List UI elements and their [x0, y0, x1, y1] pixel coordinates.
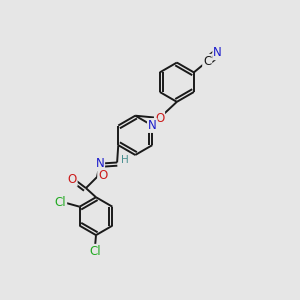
Text: Cl: Cl [55, 196, 66, 209]
Text: H: H [121, 155, 128, 165]
Text: N: N [148, 119, 157, 132]
Text: N: N [95, 157, 104, 170]
Text: O: O [155, 112, 164, 124]
Text: O: O [68, 173, 77, 186]
Text: Cl: Cl [89, 245, 101, 258]
Text: O: O [98, 169, 107, 182]
Text: C: C [203, 55, 212, 68]
Text: N: N [213, 46, 222, 59]
